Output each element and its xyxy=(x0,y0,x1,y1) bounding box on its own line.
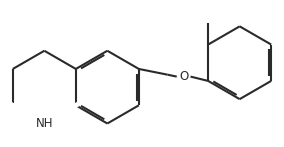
Text: O: O xyxy=(179,70,188,83)
Text: NH: NH xyxy=(36,117,53,130)
